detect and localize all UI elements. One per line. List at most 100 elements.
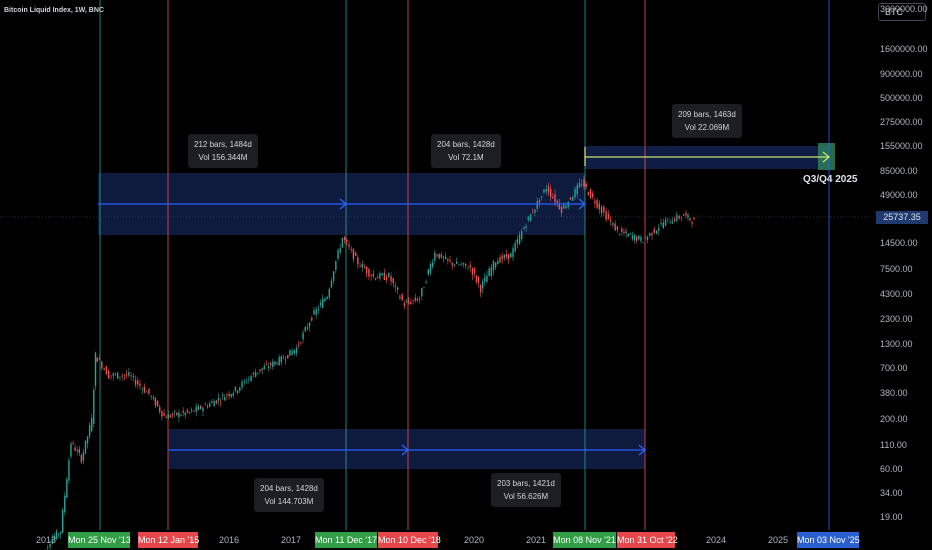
measurement-label: 204 bars, 1428d Vol 72.1M — [431, 134, 501, 168]
measurement-bars: 212 bars, 1484d — [194, 140, 252, 149]
candle-body — [234, 386, 237, 391]
candle-body — [363, 266, 366, 269]
candle-body — [350, 249, 352, 251]
candle-body — [627, 233, 629, 237]
candle-body — [440, 254, 443, 258]
measurement-bars: 209 bars, 1463d — [678, 110, 736, 119]
candle-body — [377, 277, 379, 279]
candle-body — [276, 363, 278, 365]
candle-body — [293, 349, 296, 354]
candle-body — [178, 412, 180, 418]
candle-body — [261, 368, 263, 371]
candle-body — [499, 257, 501, 263]
candle-body — [182, 410, 184, 413]
candle-body — [346, 239, 348, 243]
candle-body — [64, 495, 66, 513]
candle-body — [605, 211, 607, 220]
measurement-volume: Vol 56.626M — [503, 492, 549, 501]
candle-body — [200, 405, 202, 409]
candle-body — [534, 209, 536, 213]
candle-body — [521, 231, 523, 239]
candle-body — [324, 298, 326, 302]
candle-body — [66, 479, 68, 498]
candle-body — [243, 380, 246, 382]
candle-body — [431, 262, 434, 267]
candle-body — [501, 255, 503, 260]
candle-body — [473, 268, 476, 274]
candle-body — [676, 214, 678, 221]
candle-body — [108, 370, 110, 379]
price-tick-label: 700.00 — [880, 363, 908, 373]
candle-body — [186, 409, 189, 413]
candle-body — [603, 206, 605, 213]
candle-body — [412, 300, 414, 301]
candle-body — [427, 269, 430, 275]
candle-body — [633, 234, 636, 240]
candle-body — [479, 285, 482, 293]
measurement-volume: Vol 72.1M — [448, 153, 484, 162]
measurement-bars: 204 bars, 1428d — [437, 140, 495, 149]
candle-body — [154, 397, 157, 406]
candle-body — [671, 221, 674, 224]
candle-body — [197, 406, 200, 410]
candle-body — [68, 460, 70, 481]
candle-body — [399, 296, 401, 299]
candle-body — [488, 268, 490, 277]
candle-body — [682, 214, 685, 216]
candle-body — [388, 273, 390, 278]
candle-body — [339, 248, 341, 253]
candle-body — [618, 234, 621, 235]
candle-body — [514, 243, 516, 252]
candle-body — [596, 199, 598, 208]
candle-body — [616, 226, 619, 230]
candle-body — [76, 450, 78, 452]
candle-body — [585, 184, 587, 187]
candle-body — [278, 357, 280, 365]
date-badge: Mon 11 Dec '17 — [315, 532, 377, 548]
candle-body — [638, 235, 640, 240]
date-badge: Mon 31 Oct '22 — [617, 532, 678, 548]
candle-body — [132, 376, 135, 378]
price-tick-label: 275000.00 — [880, 117, 923, 127]
candle-body — [640, 236, 642, 242]
candle-body — [267, 366, 270, 369]
candle-body — [357, 257, 359, 265]
candle-body — [642, 242, 644, 244]
candle-body — [462, 262, 465, 265]
candle-body — [541, 195, 543, 197]
candle-body — [112, 373, 114, 376]
candle-body — [230, 394, 232, 398]
candle-body — [206, 405, 209, 408]
symbol-label[interactable]: BTC — [878, 3, 926, 21]
candle-body — [456, 261, 458, 264]
candle-body — [516, 239, 519, 244]
time-tick-label: 2024 — [706, 535, 727, 545]
candle-body — [173, 411, 176, 413]
candle-body — [607, 214, 610, 219]
candle-body — [152, 397, 154, 399]
candle-body — [308, 322, 311, 327]
candle-body — [55, 531, 58, 540]
candle-body — [438, 253, 440, 259]
candle-body — [337, 250, 339, 259]
candle-body — [204, 404, 206, 406]
candle-body — [195, 406, 197, 412]
candle-body — [51, 538, 54, 544]
candle-body — [525, 226, 527, 228]
candle-body — [62, 510, 64, 533]
candle-body — [259, 369, 261, 372]
candle-body — [644, 236, 646, 239]
candle-body — [444, 256, 447, 259]
candle-body — [469, 265, 471, 268]
candle-body — [163, 413, 165, 416]
price-tick-label: 3000000.00 — [880, 4, 928, 14]
candle-body — [405, 301, 408, 303]
candle-body — [374, 278, 377, 280]
candle-body — [572, 197, 574, 201]
candle-body — [538, 200, 541, 203]
candle-body — [211, 401, 213, 403]
candle-body — [396, 287, 399, 290]
time-tick-label: 2021 — [526, 535, 547, 545]
candle-body — [664, 219, 667, 226]
